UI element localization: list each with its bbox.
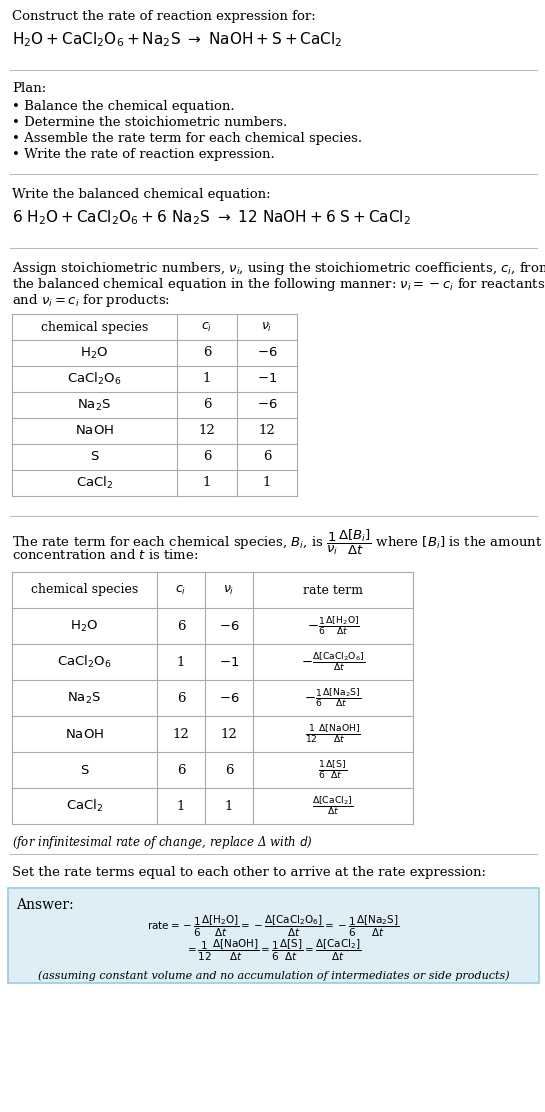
Text: (assuming constant volume and no accumulation of intermediates or side products): (assuming constant volume and no accumul… — [38, 970, 510, 981]
Text: (for infinitesimal rate of change, replace Δ with $d$): (for infinitesimal rate of change, repla… — [12, 834, 313, 851]
Text: $-6$: $-6$ — [257, 398, 277, 411]
Text: $\nu_i$: $\nu_i$ — [223, 584, 235, 596]
Text: $-\frac{\Delta[\mathrm{CaCl_2O_6}]}{\Delta t}$: $-\frac{\Delta[\mathrm{CaCl_2O_6}]}{\Del… — [301, 651, 365, 674]
Text: $c_i$: $c_i$ — [201, 320, 213, 334]
Text: $-6$: $-6$ — [219, 619, 239, 633]
Text: $\mathrm{Na_2S}$: $\mathrm{Na_2S}$ — [77, 397, 112, 413]
Text: The rate term for each chemical species, $B_i$, is $\dfrac{1}{\nu_i}\dfrac{\Delt: The rate term for each chemical species,… — [12, 528, 542, 557]
Text: 6: 6 — [263, 450, 271, 464]
Text: 1: 1 — [263, 477, 271, 489]
Text: rate term: rate term — [303, 584, 363, 596]
Text: Assign stoichiometric numbers, $\nu_i$, using the stoichiometric coefficients, $: Assign stoichiometric numbers, $\nu_i$, … — [12, 260, 545, 277]
Text: Answer:: Answer: — [16, 898, 74, 912]
Text: 12: 12 — [173, 727, 189, 741]
Text: $\mathrm{NaOH}$: $\mathrm{NaOH}$ — [75, 425, 114, 437]
Text: $\mathrm{S}$: $\mathrm{S}$ — [90, 450, 99, 464]
Text: $\mathrm{H_2O}$: $\mathrm{H_2O}$ — [81, 346, 108, 360]
Text: $\frac{\Delta[\mathrm{CaCl_2}]}{\Delta t}$: $\frac{\Delta[\mathrm{CaCl_2}]}{\Delta t… — [312, 795, 354, 817]
Text: and $\nu_i = c_i$ for products:: and $\nu_i = c_i$ for products: — [12, 292, 170, 309]
Text: 1: 1 — [203, 477, 211, 489]
Text: $-1$: $-1$ — [219, 655, 239, 668]
Text: $\mathrm{CaCl_2}$: $\mathrm{CaCl_2}$ — [66, 798, 103, 814]
Text: $\mathrm{CaCl_2O_6}$: $\mathrm{CaCl_2O_6}$ — [57, 654, 112, 671]
Text: 12: 12 — [259, 425, 275, 437]
Text: 12: 12 — [198, 425, 215, 437]
Text: 6: 6 — [225, 764, 233, 776]
Text: $\mathrm{S}$: $\mathrm{S}$ — [80, 764, 89, 776]
Text: $\mathrm{H_2O}$: $\mathrm{H_2O}$ — [70, 618, 99, 634]
Text: 1: 1 — [203, 373, 211, 386]
Text: concentration and $t$ is time:: concentration and $t$ is time: — [12, 548, 198, 562]
Text: $-1$: $-1$ — [257, 373, 277, 386]
Text: $\mathrm{6\ H_2O + CaCl_2O_6 + 6\ Na_2S\ \rightarrow\ 12\ NaOH + 6\ S + CaCl_2}$: $\mathrm{6\ H_2O + CaCl_2O_6 + 6\ Na_2S\… — [12, 208, 411, 227]
Text: $-\frac{1}{6}\frac{\Delta[\mathrm{H_2O}]}{\Delta t}$: $-\frac{1}{6}\frac{\Delta[\mathrm{H_2O}]… — [306, 615, 360, 637]
Text: 6: 6 — [177, 764, 185, 776]
Text: $\mathrm{H_2O + CaCl_2O_6 + Na_2S\ \rightarrow\ NaOH + S + CaCl_2}$: $\mathrm{H_2O + CaCl_2O_6 + Na_2S\ \righ… — [12, 30, 342, 49]
Text: • Write the rate of reaction expression.: • Write the rate of reaction expression. — [12, 148, 275, 161]
Text: 1: 1 — [225, 800, 233, 813]
Text: 6: 6 — [177, 692, 185, 705]
Text: chemical species: chemical species — [31, 584, 138, 596]
Text: $\frac{1}{6}\frac{\Delta[\mathrm{S}]}{\Delta t}$: $\frac{1}{6}\frac{\Delta[\mathrm{S}]}{\D… — [318, 758, 348, 781]
Text: $-6$: $-6$ — [219, 692, 239, 705]
Text: $\mathrm{CaCl_2O_6}$: $\mathrm{CaCl_2O_6}$ — [67, 371, 122, 387]
Text: $\mathrm{CaCl_2}$: $\mathrm{CaCl_2}$ — [76, 475, 113, 492]
Text: Write the balanced chemical equation:: Write the balanced chemical equation: — [12, 188, 271, 201]
Text: $\nu_i$: $\nu_i$ — [261, 320, 272, 334]
Text: Construct the rate of reaction expression for:: Construct the rate of reaction expressio… — [12, 10, 316, 23]
Text: chemical species: chemical species — [41, 320, 148, 334]
Text: 6: 6 — [177, 619, 185, 633]
Text: $\mathrm{Na_2S}$: $\mathrm{Na_2S}$ — [68, 691, 101, 705]
Text: • Assemble the rate term for each chemical species.: • Assemble the rate term for each chemic… — [12, 132, 362, 145]
Text: $\mathrm{NaOH}$: $\mathrm{NaOH}$ — [65, 727, 104, 741]
Text: 1: 1 — [177, 655, 185, 668]
Text: $\mathrm{rate} = -\dfrac{1}{6}\dfrac{\Delta[\mathrm{H_2O}]}{\Delta t} = -\dfrac{: $\mathrm{rate} = -\dfrac{1}{6}\dfrac{\De… — [148, 913, 399, 939]
Text: Plan:: Plan: — [12, 82, 46, 95]
Text: 12: 12 — [221, 727, 238, 741]
Text: $c_i$: $c_i$ — [175, 584, 186, 596]
Text: • Balance the chemical equation.: • Balance the chemical equation. — [12, 100, 235, 113]
Text: • Determine the stoichiometric numbers.: • Determine the stoichiometric numbers. — [12, 116, 287, 129]
Text: $= \dfrac{1}{12}\dfrac{\Delta[\mathrm{NaOH}]}{\Delta t} = \dfrac{1}{6}\dfrac{\De: $= \dfrac{1}{12}\dfrac{\Delta[\mathrm{Na… — [185, 937, 362, 963]
Bar — [8, 888, 539, 983]
Text: 1: 1 — [177, 800, 185, 813]
Text: $-\frac{1}{6}\frac{\Delta[\mathrm{Na_2S}]}{\Delta t}$: $-\frac{1}{6}\frac{\Delta[\mathrm{Na_2S}… — [305, 686, 361, 709]
Text: 6: 6 — [203, 347, 211, 359]
Text: 6: 6 — [203, 450, 211, 464]
Text: Set the rate terms equal to each other to arrive at the rate expression:: Set the rate terms equal to each other t… — [12, 866, 486, 878]
Text: $\frac{1}{12}\frac{\Delta[\mathrm{NaOH}]}{\Delta t}$: $\frac{1}{12}\frac{\Delta[\mathrm{NaOH}]… — [305, 723, 361, 745]
Text: $-6$: $-6$ — [257, 347, 277, 359]
Text: the balanced chemical equation in the following manner: $\nu_i = -c_i$ for react: the balanced chemical equation in the fo… — [12, 276, 545, 292]
Text: 6: 6 — [203, 398, 211, 411]
